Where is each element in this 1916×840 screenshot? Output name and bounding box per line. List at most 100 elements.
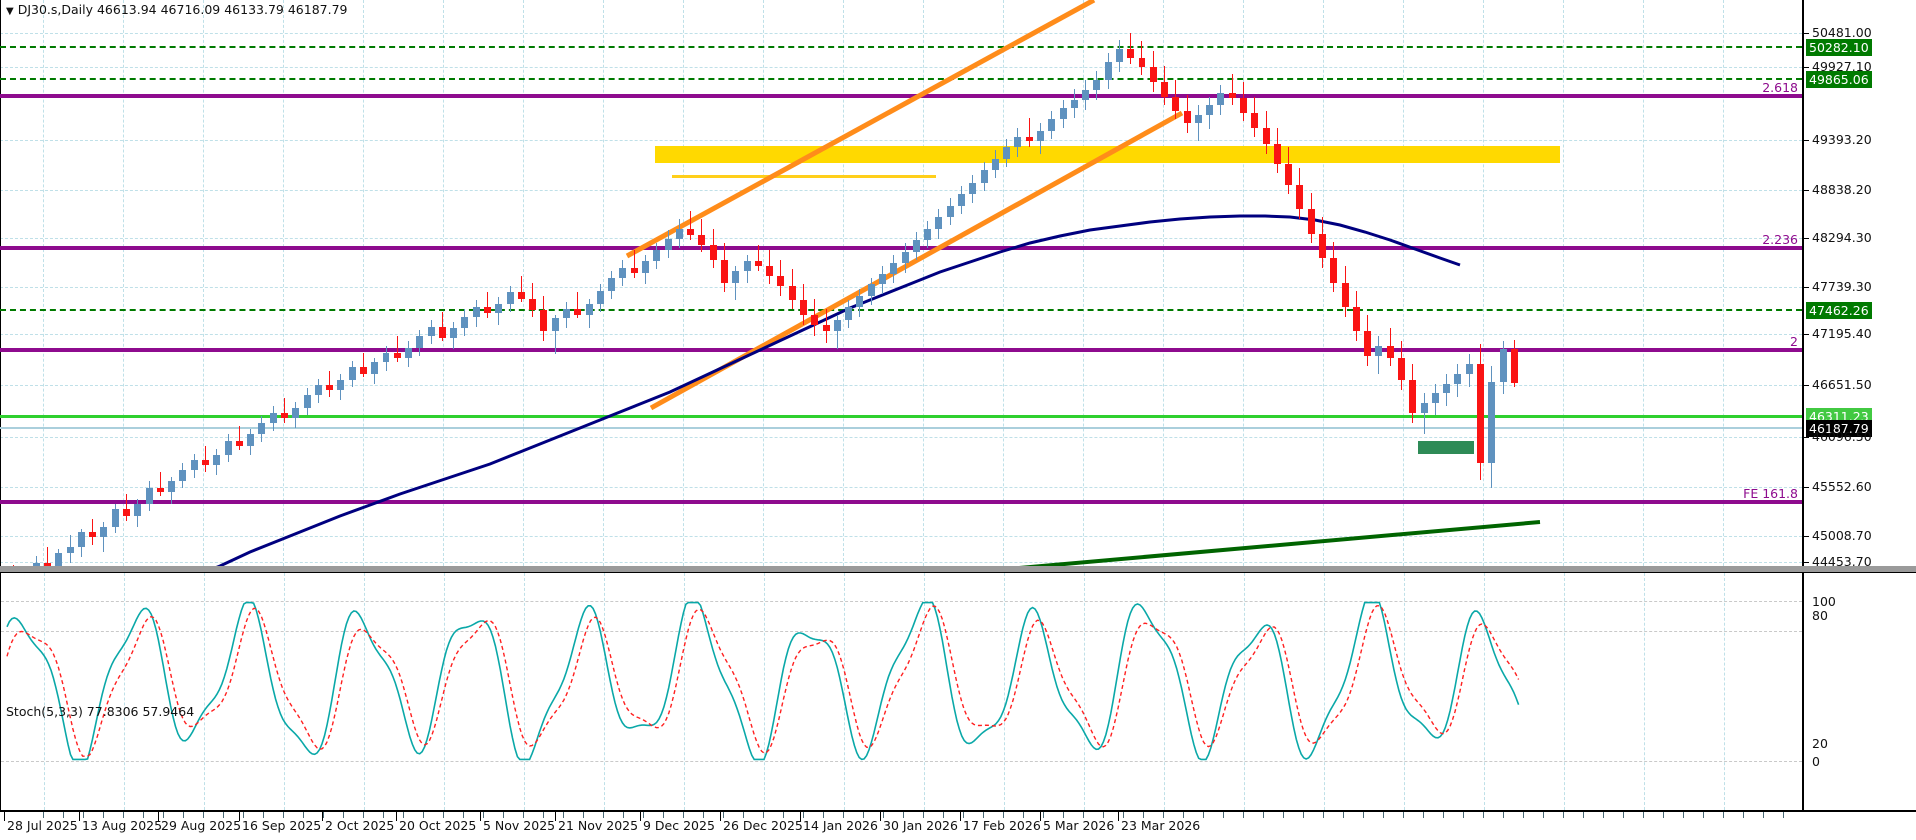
last-price-line[interactable] (0, 427, 1802, 429)
price-tag-47462-26[interactable]: 47462.26 (1806, 302, 1872, 319)
time-tick (1543, 812, 1544, 818)
price-axis-label: 48294.30 (1812, 230, 1872, 245)
candle-wick (837, 315, 838, 350)
time-axis-label-2: 29 Aug 2025 (161, 818, 242, 833)
candle-body (438, 326, 446, 338)
candle-wick (239, 425, 240, 451)
candle-body (393, 352, 401, 358)
candle-body (43, 562, 51, 566)
collapse-arrow-icon[interactable]: ▼ (6, 6, 14, 17)
candle-body (856, 295, 864, 307)
candle-body (1183, 111, 1191, 123)
candle-body (1194, 114, 1202, 123)
candle-body (608, 277, 616, 291)
price-tag-49865-06[interactable]: 49865.06 (1806, 71, 1872, 88)
stoch-axis-label-100: 100 (1812, 594, 1836, 609)
time-tick (1103, 812, 1104, 818)
stoch-grid-vertical (1084, 573, 1085, 810)
price-axis[interactable]: 50481.00 50282.10 49927.10 49865.06 49393.20… (1802, 0, 1916, 619)
candle-body (845, 306, 853, 320)
candle-body (416, 336, 424, 348)
candle-body (912, 240, 920, 252)
candle-body (280, 412, 288, 418)
grid-line-vertical (363, 0, 364, 566)
price-axis-label: 47195.40 (1812, 326, 1872, 341)
level-line-49865[interactable] (0, 78, 1802, 80)
candle-body (1251, 112, 1259, 128)
time-tick (283, 812, 284, 818)
candle-body (122, 509, 130, 516)
candle-body (337, 380, 345, 391)
candle-body (980, 170, 988, 184)
candle-body (371, 362, 379, 374)
candle-wick (397, 336, 398, 363)
candle-body (1217, 93, 1225, 105)
time-axis-label-6: 5 Nov 2025 (483, 818, 556, 833)
time-tick (403, 812, 404, 818)
price-chart-pane[interactable]: economies.com FXNewsToday 2.6182.2362FE … (0, 0, 1802, 566)
candle-body (811, 315, 819, 325)
axis-tick (1804, 190, 1809, 191)
time-tick-major (239, 812, 240, 821)
candle-body (1273, 143, 1281, 164)
time-tick (1323, 812, 1324, 818)
grid-line-vertical (763, 0, 764, 566)
time-tick (1303, 812, 1304, 818)
grid-line-vertical (1323, 0, 1324, 566)
candle-body (495, 303, 503, 314)
candle-body (1127, 49, 1135, 58)
chart-header: ▼ DJ30.s,Daily 46613.94 46716.09 46133.79… (6, 2, 347, 17)
time-tick (903, 812, 904, 818)
level-line-46311[interactable] (0, 414, 1802, 418)
time-tick (943, 812, 944, 818)
stoch-grid-vertical (764, 573, 765, 810)
grid-line-vertical (1003, 0, 1004, 566)
stochastic-pane[interactable] (0, 572, 1802, 810)
candle-body (1172, 96, 1180, 112)
support-block-rect[interactable] (1418, 441, 1474, 454)
pane-separator[interactable] (0, 566, 1916, 572)
fib-line-2[interactable] (0, 348, 1802, 352)
time-tick (1443, 812, 1444, 818)
candle-body (517, 292, 525, 299)
fib-label-3: FE 161.8 (1743, 486, 1798, 501)
price-tag-50282-10[interactable]: 50282.10 (1806, 39, 1872, 56)
time-axis-label-0: 28 Jul 2025 (7, 818, 78, 833)
time-tick (963, 812, 964, 818)
fib-line-2618[interactable] (0, 94, 1802, 98)
candle-body (1319, 233, 1327, 259)
yellow-sub-level[interactable] (672, 175, 936, 178)
fib-line-2236[interactable] (0, 246, 1802, 250)
time-tick (123, 812, 124, 818)
level-line-50282[interactable] (0, 46, 1802, 48)
level-line-47462[interactable] (0, 309, 1802, 311)
candle-body (100, 527, 108, 537)
time-tick (83, 812, 84, 818)
grid-line-vertical (1403, 0, 1404, 566)
candle-wick (13, 564, 14, 566)
axis-tick (1804, 487, 1809, 488)
price-tag-46187-79[interactable]: 46187.79 (1806, 420, 1872, 437)
time-tick (803, 812, 804, 818)
axis-tick (1804, 287, 1809, 288)
time-axis-label-14: 23 Mar 2026 (1121, 818, 1201, 833)
time-tick (1163, 812, 1164, 818)
candle-body (1499, 349, 1507, 382)
time-tick (343, 812, 344, 818)
fib-line-fe1618[interactable] (0, 500, 1802, 504)
candle-body (1161, 81, 1169, 97)
time-tick (843, 812, 844, 818)
longterm-uptrend-line[interactable] (0, 520, 1541, 566)
candle-body (145, 487, 153, 505)
candle-body (890, 262, 898, 275)
time-tick (703, 812, 704, 818)
grid-line-horizontal (0, 33, 1802, 34)
candle-body (156, 487, 164, 492)
time-axis-label-13: 5 Mar 2026 (1043, 818, 1115, 833)
time-axis[interactable]: 28 Jul 2025 13 Aug 2025 29 Aug 2025 16 Sep … (0, 810, 1916, 840)
candle-body (540, 310, 548, 332)
candle-body (405, 347, 413, 358)
channel-upper-line[interactable] (625, 0, 1096, 259)
stoch-grid-vertical (1724, 573, 1725, 810)
